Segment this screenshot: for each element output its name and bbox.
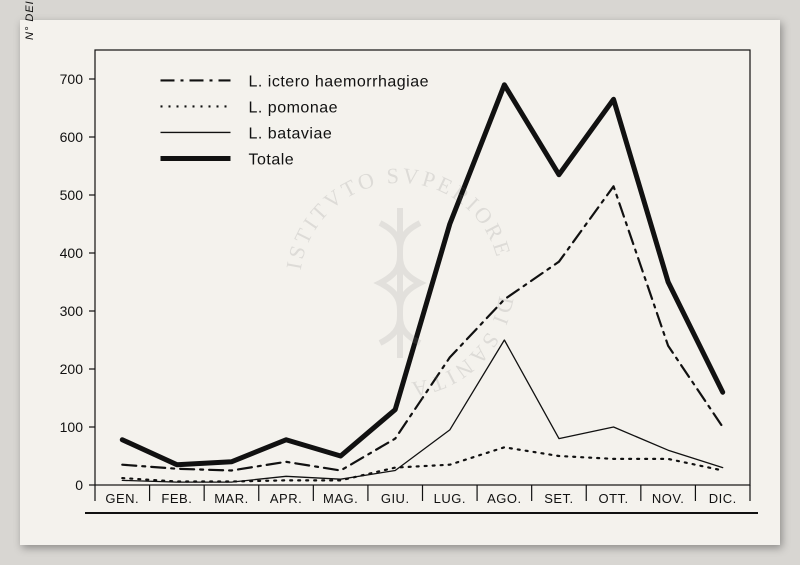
svg-text:Totale: Totale (249, 151, 295, 168)
svg-text:0: 0 (75, 477, 83, 493)
svg-text:700: 700 (60, 71, 84, 87)
svg-text:FEB.: FEB. (161, 491, 192, 506)
svg-text:NOV.: NOV. (652, 491, 685, 506)
svg-text:AGO.: AGO. (487, 491, 522, 506)
svg-text:L. pomonae: L. pomonae (249, 99, 339, 116)
svg-text:APR.: APR. (270, 491, 302, 506)
line-chart: 0 100 200 300 400 500 600 700 GEN. FEB. MAR. APR. MA… (20, 20, 780, 545)
svg-text:LUG.: LUG. (434, 491, 466, 506)
svg-text:300: 300 (60, 303, 84, 319)
svg-text:L. bataviae: L. bataviae (249, 125, 333, 142)
plot-area: N° DEI CASI 0100200300400500600700GEN.FE… (20, 20, 780, 545)
svg-text:MAR.: MAR. (214, 491, 249, 506)
svg-text:600: 600 (60, 129, 84, 145)
svg-text:SET.: SET. (544, 491, 573, 506)
y-axis-label: N° DEI CASI (24, 0, 36, 40)
svg-text:DIC.: DIC. (709, 491, 737, 506)
svg-text:OTT.: OTT. (598, 491, 628, 506)
svg-text:GEN.: GEN. (105, 491, 139, 506)
svg-text:500: 500 (60, 187, 84, 203)
svg-text:200: 200 (60, 361, 84, 377)
svg-text:GIU.: GIU. (381, 491, 410, 506)
svg-text:400: 400 (60, 245, 84, 261)
svg-text:L. ictero haemorrhagiae: L. ictero haemorrhagiae (249, 73, 429, 90)
svg-text:100: 100 (60, 419, 84, 435)
chart-photo: N° DEI CASI 0100200300400500600700GEN.FE… (20, 20, 780, 545)
svg-text:MAG.: MAG. (323, 491, 358, 506)
